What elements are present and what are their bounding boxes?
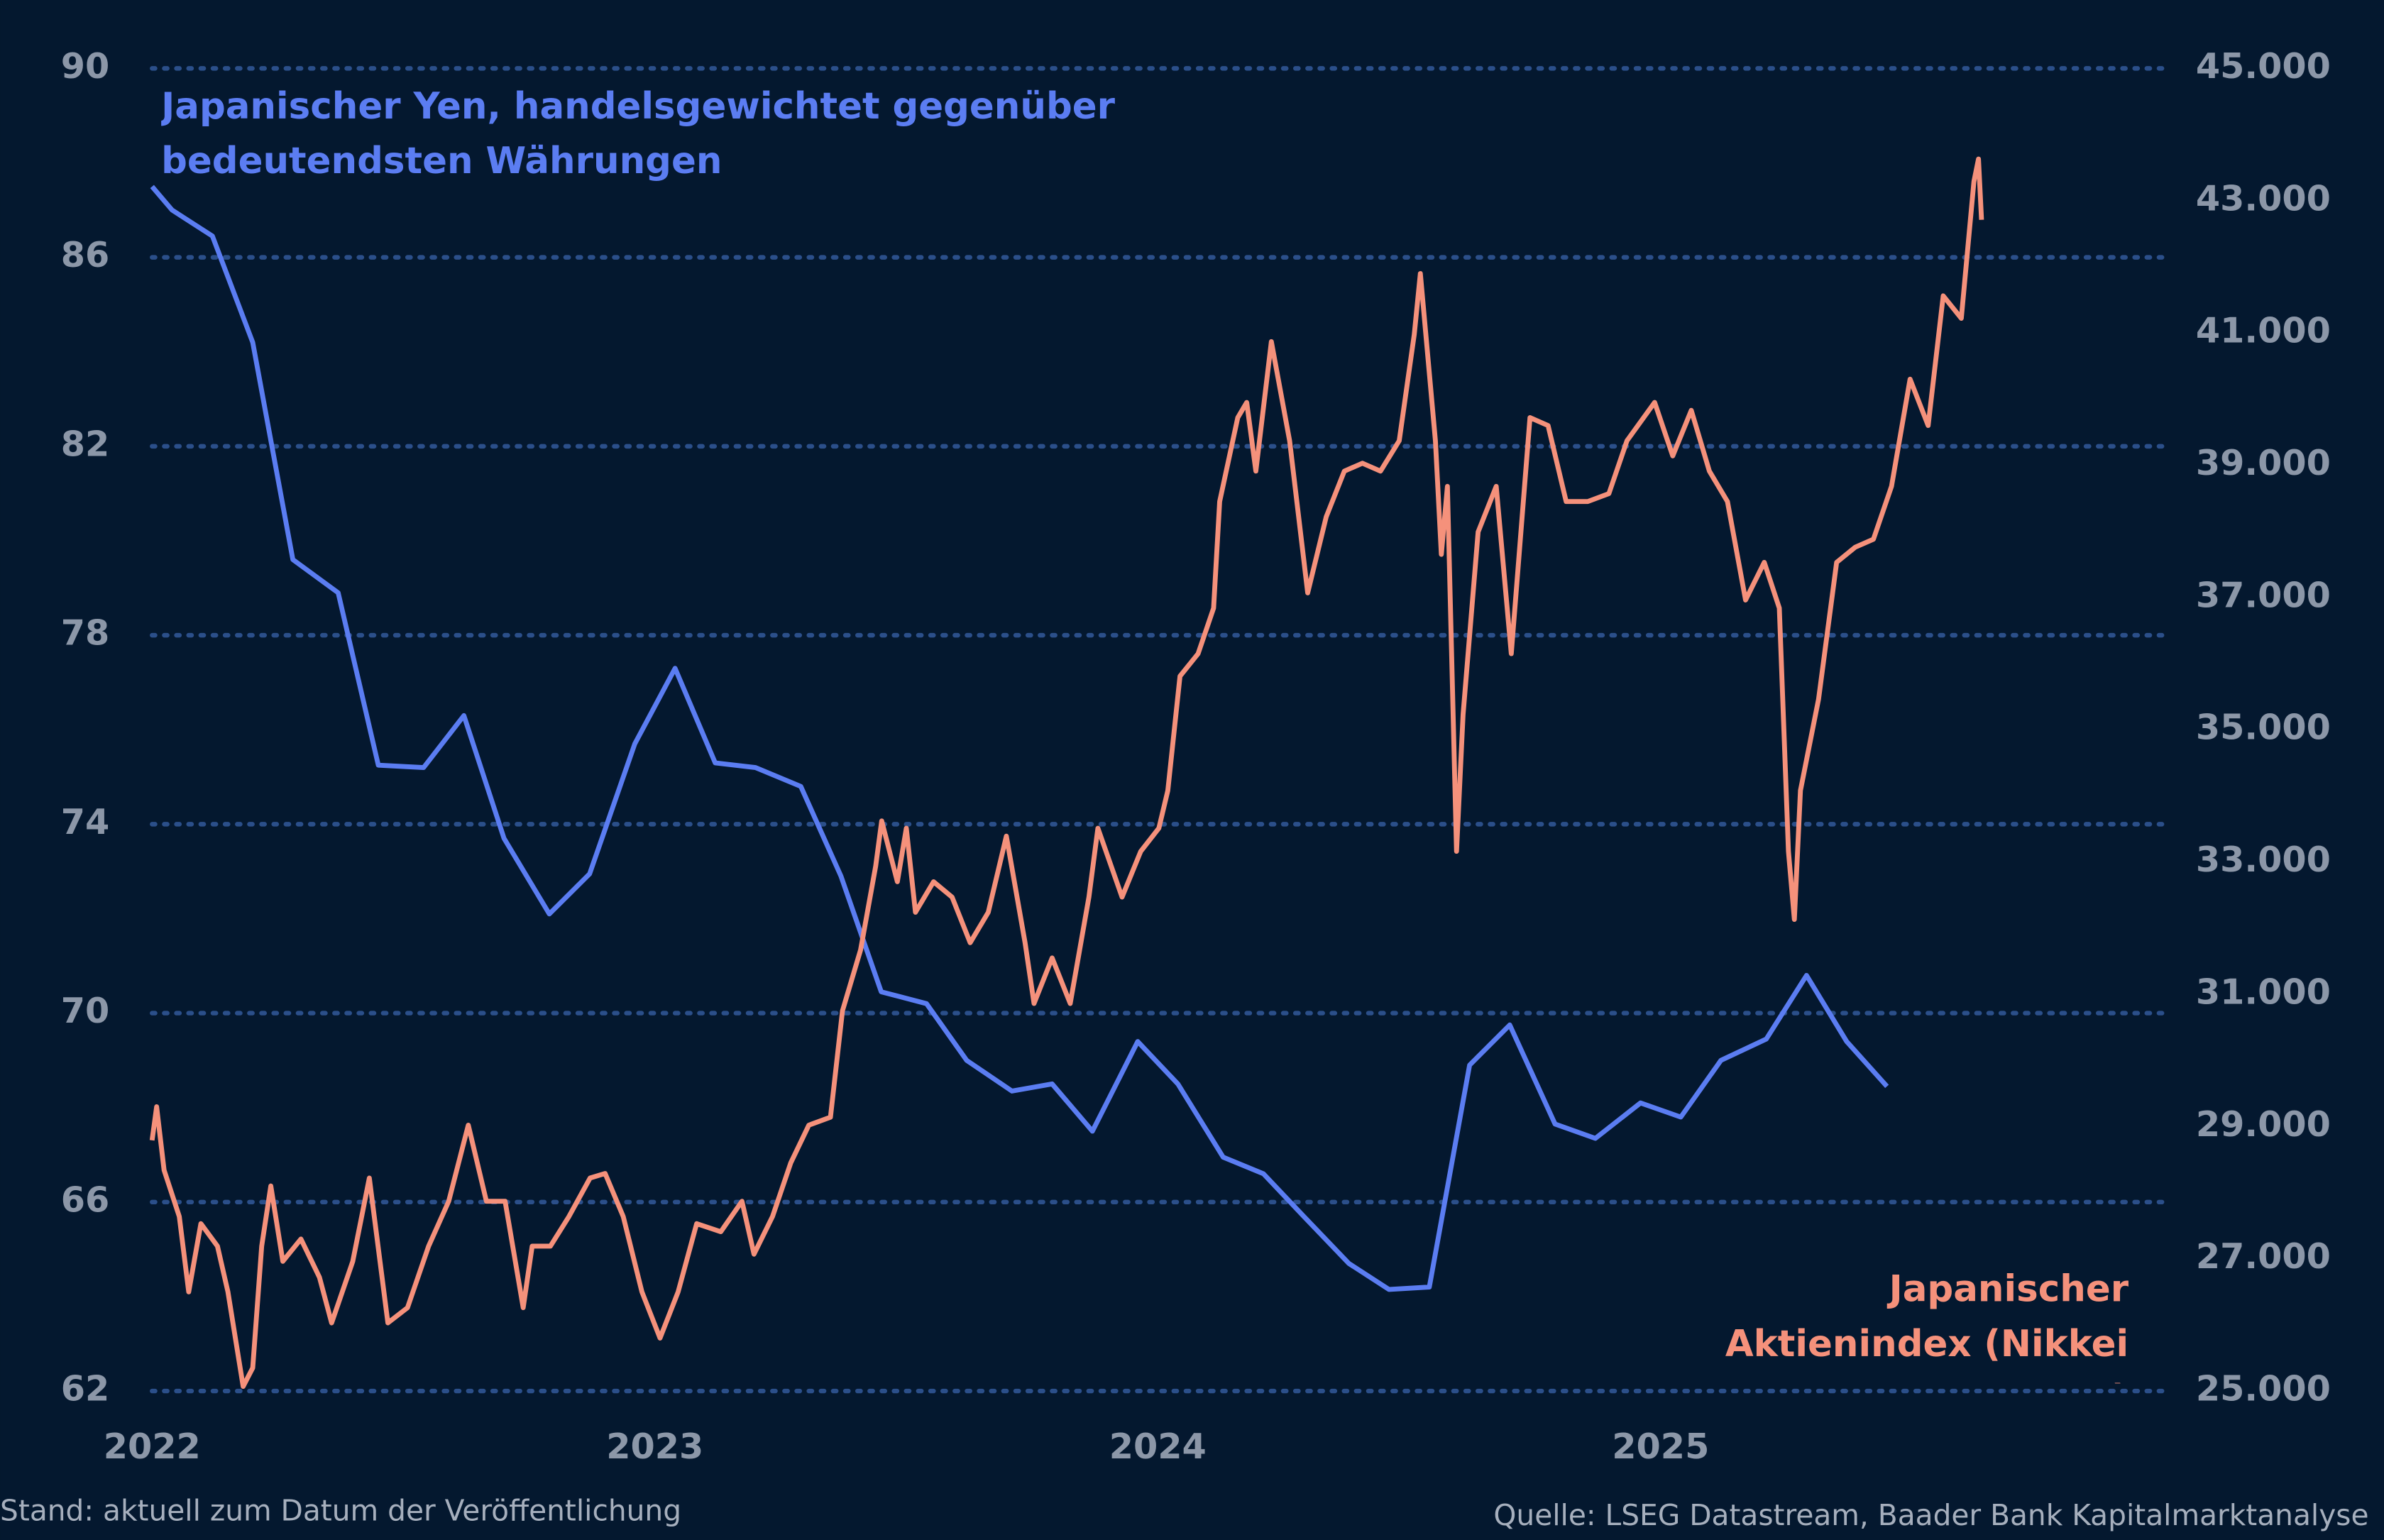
y2-tick-label: 29.000 bbox=[2196, 1104, 2331, 1145]
y-tick-label: 74 bbox=[61, 801, 110, 842]
y2-tick-label: 41.000 bbox=[2196, 310, 2331, 351]
y2-tick-label: 45.000 bbox=[2196, 45, 2331, 87]
y-tick-label: 82 bbox=[61, 423, 110, 464]
series-line bbox=[150, 185, 1889, 1292]
x-tick-label: 2025 bbox=[1612, 1426, 1709, 1467]
y2-tick-label: 43.000 bbox=[2196, 177, 2331, 219]
x-tick-label: 2023 bbox=[606, 1426, 703, 1467]
x-tick-label: 2022 bbox=[104, 1426, 201, 1467]
y2-tick-label: 39.000 bbox=[2196, 442, 2331, 483]
y-tick-label: 90 bbox=[61, 45, 110, 87]
y-tick-label: 62 bbox=[61, 1368, 110, 1409]
yen-series-label: Japanischer Yen, handelsgewichtet gegenü… bbox=[161, 84, 1116, 183]
y2-tick-label: 27.000 bbox=[2196, 1236, 2331, 1277]
y2-tick-label: 37.000 bbox=[2196, 574, 2331, 615]
yen-label-box: Japanischer Yen, handelsgewichtet gegenü… bbox=[161, 84, 1116, 183]
y-tick-label: 78 bbox=[61, 612, 110, 654]
y-tick-label: 86 bbox=[61, 234, 110, 275]
y-tick-label: 66 bbox=[61, 1179, 110, 1220]
y2-tick-label: 33.000 bbox=[2196, 839, 2331, 880]
series-line bbox=[149, 156, 1984, 1390]
nikkei-label-box: Japanischer Aktienindex (Nikkei 225) bbox=[1725, 1267, 2129, 1384]
y2-tick-label: 31.000 bbox=[2196, 971, 2331, 1012]
y-tick-label: 70 bbox=[61, 990, 110, 1031]
footnote: Stand: aktuell zum Datum der Veröffentli… bbox=[0, 1493, 681, 1527]
y2-tick-label: 35.000 bbox=[2196, 707, 2331, 748]
nikkei-series-label: Japanischer Aktienindex (Nikkei 225) bbox=[1725, 1267, 2129, 1384]
source: Quelle: LSEG Datastream, Baader Bank Kap… bbox=[1493, 1498, 2368, 1532]
y2-tick-label: 25.000 bbox=[2196, 1368, 2331, 1409]
x-tick-label: 2024 bbox=[1109, 1426, 1207, 1467]
